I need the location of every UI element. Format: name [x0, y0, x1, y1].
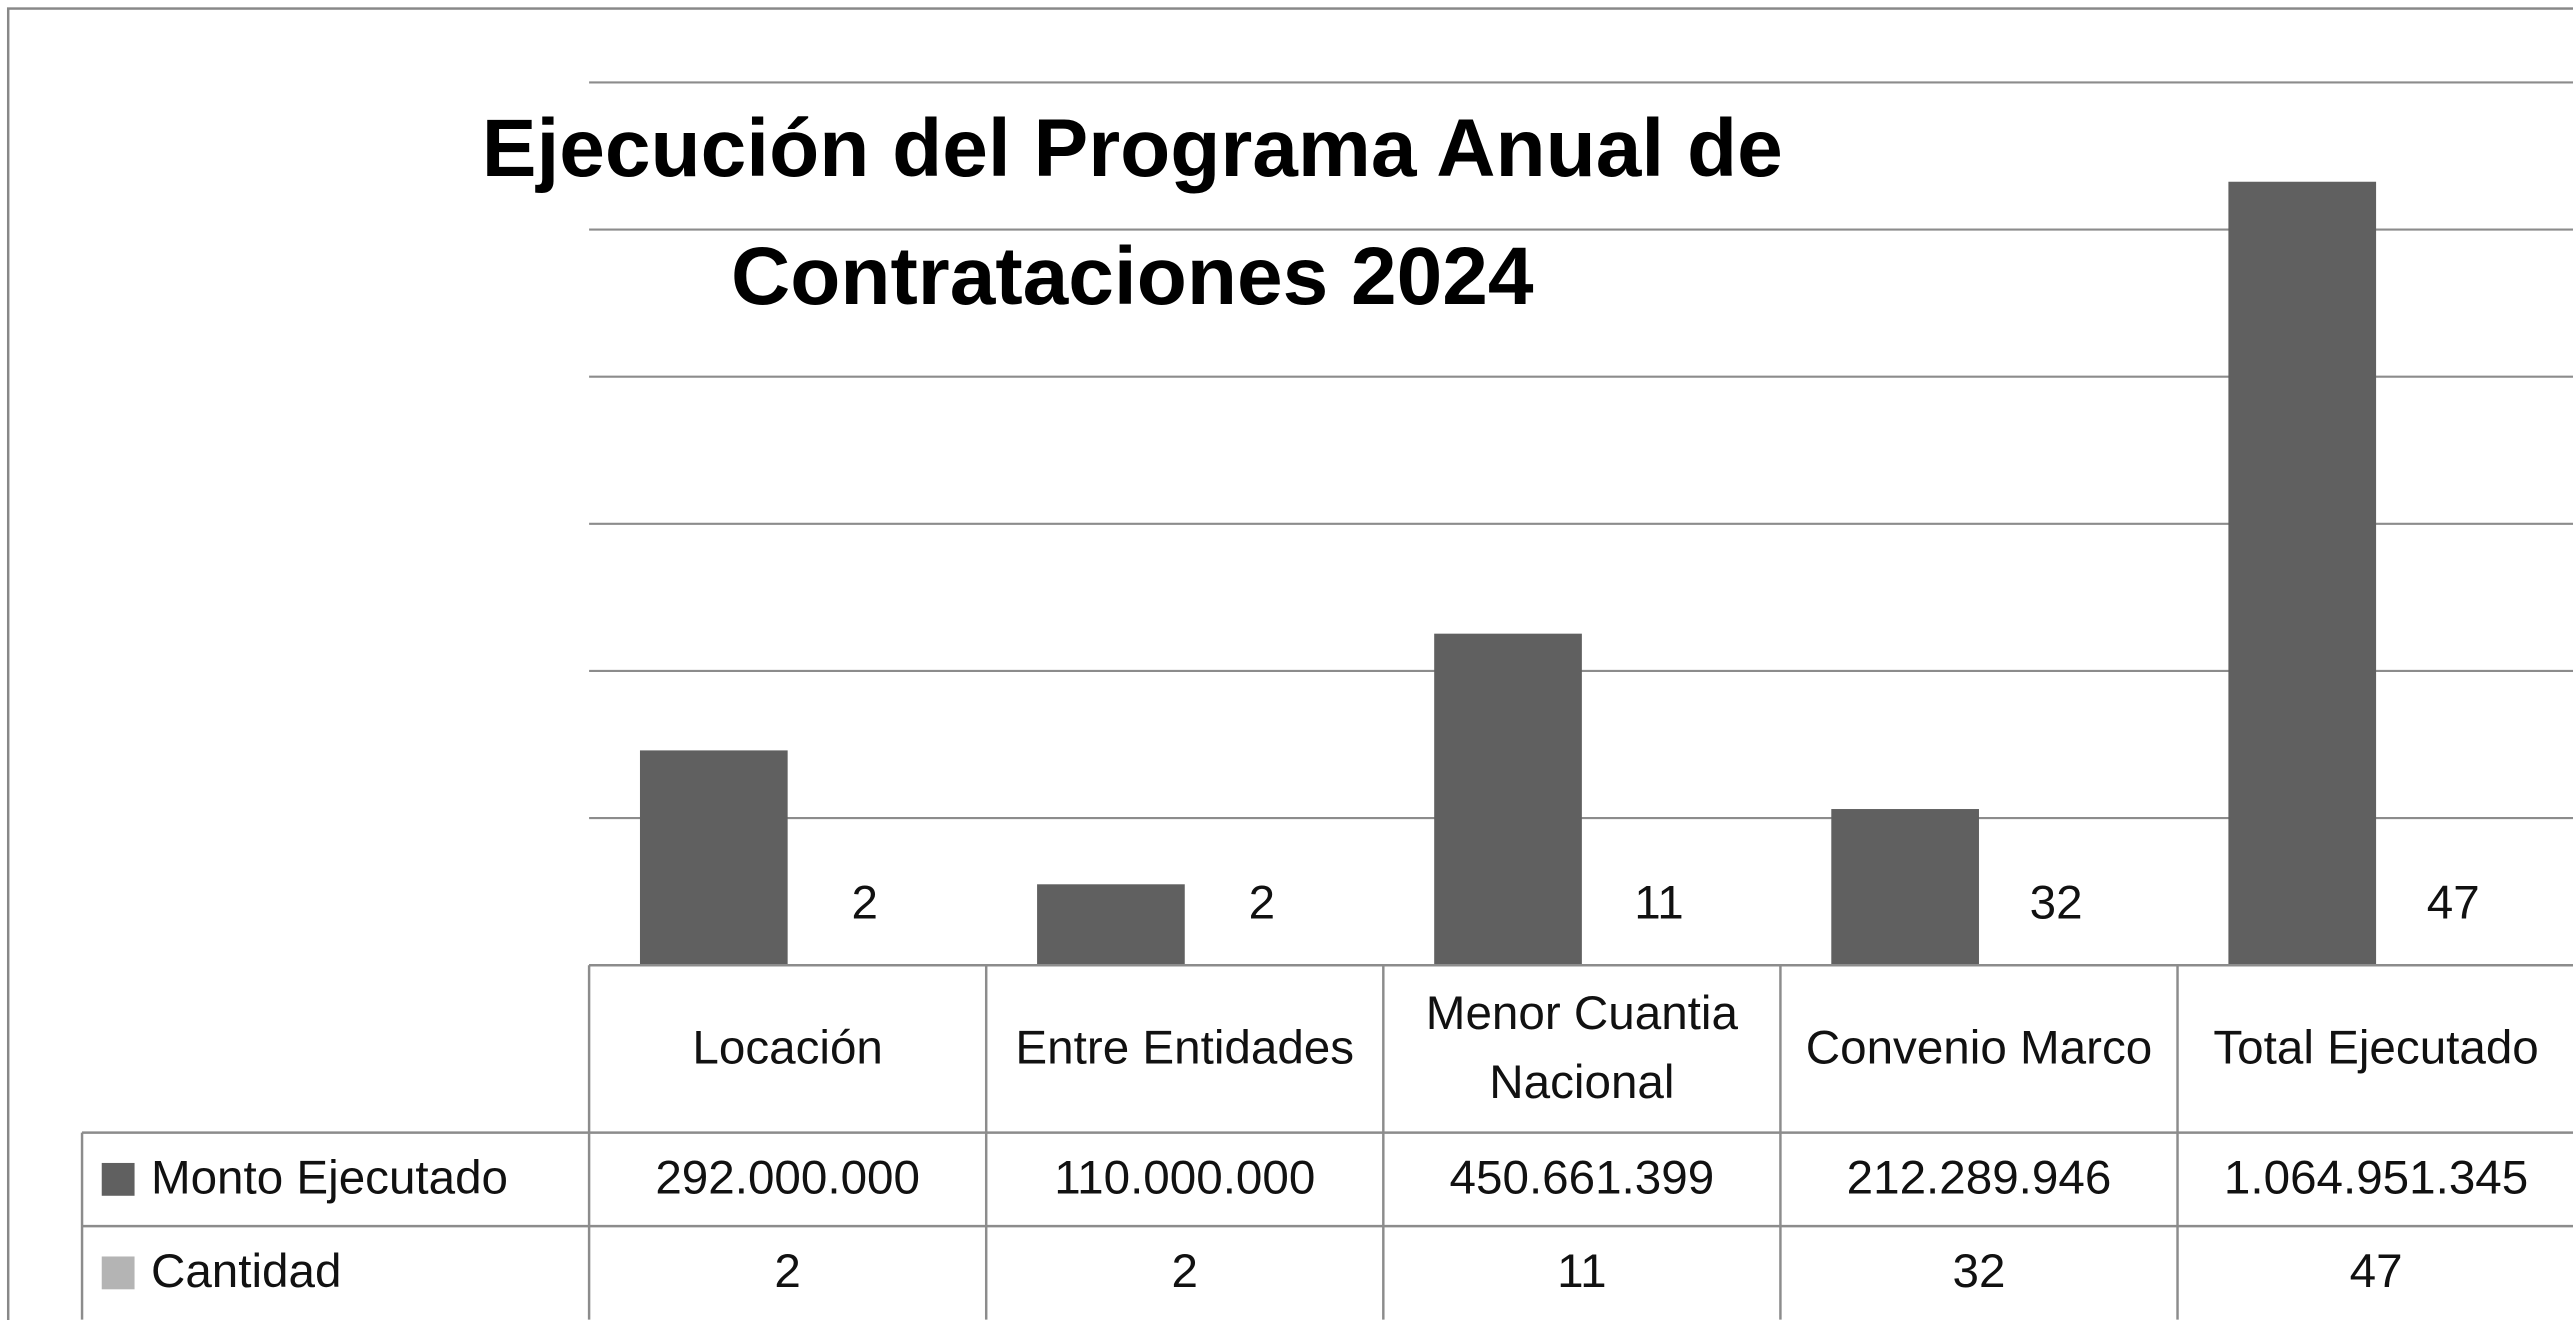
table-value: 212.289.946 — [1846, 1153, 2112, 1206]
table-value-box: 110.000.000 — [1054, 1153, 1316, 1206]
category-label: Convenio Marco — [1805, 1022, 2153, 1076]
legend-label: Cantidad — [151, 1245, 341, 1298]
table-value-box: 212.289.946 — [1846, 1153, 2112, 1206]
legend-key — [101, 1162, 135, 1196]
table-value-box: 11 — [1557, 1246, 1607, 1300]
chart-title: Ejecución del Programa Anual de Contrata… — [481, 102, 1783, 322]
legend-key — [101, 1256, 135, 1290]
bar — [1037, 884, 1185, 966]
table-value: 32 — [1952, 1246, 2006, 1300]
data-label: 2 — [852, 877, 878, 930]
table-value: 1.064.951.345 — [2223, 1153, 2529, 1206]
table-value: 11 — [1557, 1246, 1607, 1300]
table-value-box: 1.064.951.345 — [2223, 1153, 2529, 1206]
bar — [2228, 181, 2377, 966]
category-label-box: Total Ejecutado — [2213, 1022, 2539, 1076]
table-value-box: 2 — [774, 1246, 801, 1300]
category-label: Entre Entidades — [1015, 1022, 1355, 1076]
table-value-box: 450.661.399 — [1449, 1153, 1715, 1206]
bar — [639, 750, 788, 966]
data-label: 47 — [2427, 877, 2480, 930]
category-label: Total Ejecutado — [2213, 1022, 2539, 1076]
bar — [1831, 809, 1979, 966]
bar — [1434, 633, 1582, 966]
data-label: 32 — [2030, 877, 2083, 930]
table-value-box: 2 — [1171, 1246, 1198, 1300]
legend-label: Monto Ejecutado — [151, 1152, 508, 1205]
table-value-box: 292.000.000 — [655, 1153, 920, 1206]
category-label: Locación — [692, 1022, 883, 1076]
category-label-box: Locación — [692, 1022, 883, 1076]
chart-frame — [6, 7, 2573, 1320]
category-label-box: Entre Entidades — [1015, 1022, 1355, 1076]
table-value: 450.661.399 — [1449, 1153, 1715, 1206]
data-label: 11 — [1634, 877, 1683, 930]
table-value-box: 47 — [2349, 1246, 2403, 1300]
table-value: 110.000.000 — [1054, 1153, 1316, 1206]
table-value: 2 — [1171, 1246, 1198, 1300]
table-value: 292.000.000 — [655, 1153, 920, 1206]
table-value-box: 32 — [1952, 1246, 2006, 1300]
category-label: Menor Cuantia Nacional — [1425, 988, 1738, 1110]
chart-title-box: Ejecución del Programa Anual de Contrata… — [481, 102, 1783, 322]
category-label-box: Convenio Marco — [1805, 1022, 2153, 1076]
category-label-box: Menor Cuantia Nacional — [1425, 988, 1738, 1110]
data-label: 2 — [1249, 877, 1275, 930]
table-value: 47 — [2349, 1246, 2403, 1300]
table-value: 2 — [774, 1246, 801, 1300]
